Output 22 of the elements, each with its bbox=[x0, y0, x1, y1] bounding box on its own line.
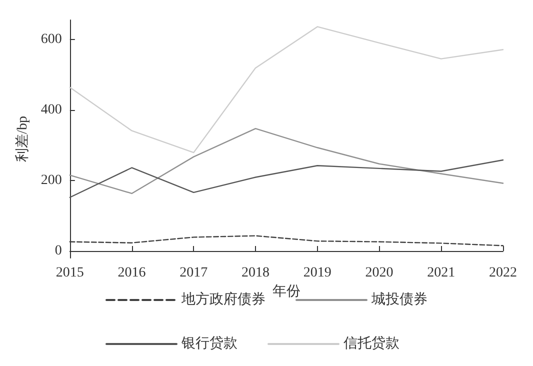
y-tick-label: 600 bbox=[40, 32, 62, 47]
x-tick-label: 2016 bbox=[118, 266, 146, 280]
x-tick-label: 2022 bbox=[489, 266, 517, 280]
y-tick-label: 400 bbox=[40, 102, 62, 118]
y-axis-title: 利差/bp bbox=[14, 116, 30, 162]
x-tick-label: 2019 bbox=[303, 266, 332, 280]
line-series bbox=[69, 26, 504, 154]
legend-label: 城投债券 bbox=[370, 292, 428, 308]
x-axis-title: 年份 bbox=[272, 283, 300, 300]
x-tick-label: 2018 bbox=[242, 266, 270, 280]
x-tick-label: 2015 bbox=[56, 266, 84, 280]
line-series bbox=[69, 235, 504, 246]
line-series bbox=[69, 159, 504, 198]
legend-label: 信托贷款 bbox=[344, 336, 400, 352]
x-tick-label: 2020 bbox=[365, 266, 394, 280]
y-tick-label: 0 bbox=[54, 243, 62, 258]
legend-label: 地方政府债券 bbox=[180, 292, 266, 308]
legend-label: 银行贷款 bbox=[180, 336, 238, 352]
y-tick-label: 200 bbox=[40, 172, 62, 188]
x-tick-label: 2017 bbox=[180, 266, 208, 280]
x-tick-label: 2021 bbox=[427, 266, 456, 280]
line-series bbox=[69, 128, 504, 194]
